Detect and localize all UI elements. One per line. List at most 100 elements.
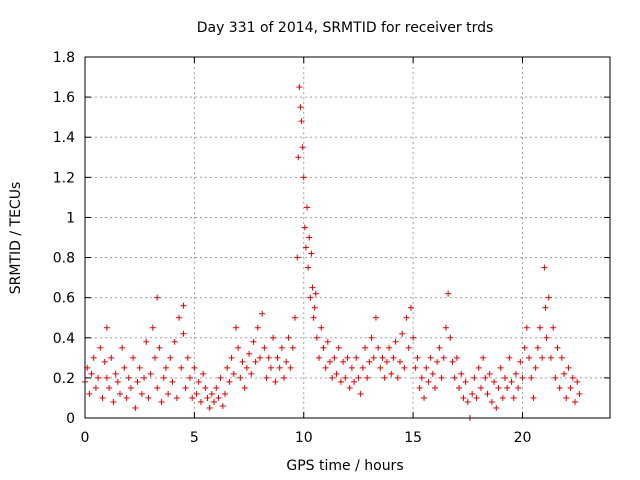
data-point [171,338,178,345]
data-point [224,364,231,371]
data-point [491,378,498,385]
data-point [254,324,261,331]
data-point [526,354,533,361]
data-point [434,358,441,365]
data-point [561,370,568,377]
data-point [342,374,349,381]
data-point [484,390,491,397]
data-point [195,378,202,385]
data-point [572,398,578,405]
data-point [337,378,344,385]
data-point [145,394,152,401]
data-point [86,390,93,397]
data-point [482,374,489,381]
data-point [112,370,119,377]
data-point [202,384,209,391]
data-point [121,364,128,371]
data-point [285,334,292,341]
data-point [344,354,351,361]
chart-title: Day 331 of 2014, SRMTID for receiver trd… [197,20,494,36]
data-point [346,384,353,391]
data-point [265,354,272,361]
data-point [558,354,565,361]
data-point [308,250,315,257]
data-point [178,364,185,371]
data-point [359,364,366,371]
data-point [530,394,537,401]
data-point [156,344,163,351]
data-point [193,390,200,397]
data-point [311,304,318,311]
data-point [299,144,306,151]
data-point [552,374,559,381]
data-point [569,374,576,381]
data-point [327,358,333,365]
data-point [287,364,294,371]
data-point [399,330,406,337]
data-point [456,384,463,391]
data-point [313,334,320,341]
data-point [438,374,445,381]
data-point [412,364,419,371]
data-point [353,354,360,361]
data-point [410,334,417,341]
data-point [473,394,480,401]
data-point [405,344,412,351]
y-tick-label: 1.8 [53,50,75,66]
data-point [292,314,298,321]
data-point [132,404,139,411]
data-point [475,364,482,371]
data-point [123,394,130,401]
data-point [499,394,506,401]
data-point [392,338,399,345]
data-point [418,374,425,381]
data-point [306,234,313,241]
data-point [324,338,331,345]
data-point [423,364,430,371]
data-point [477,384,484,391]
data-point [101,358,108,365]
data-point [110,398,117,405]
data-point [213,384,220,391]
data-point [228,354,235,361]
data-point [301,224,308,231]
data-point [563,394,570,401]
data-point [184,354,191,361]
data-point [138,390,145,397]
data-point [300,174,307,181]
data-point [147,370,154,377]
data-point [263,374,270,381]
data-point [298,118,305,125]
data-point [333,370,340,377]
data-point [152,354,158,361]
data-point [576,390,583,397]
data-point [310,314,317,321]
data-point [252,358,259,365]
data-point [322,364,329,371]
plot-frame [84,56,611,419]
data-point [125,374,132,381]
y-tick-label: 1.6 [53,90,75,106]
data-point [232,324,239,331]
data-point [95,374,102,381]
data-point [200,370,207,377]
data-point [191,364,198,371]
data-point [497,364,504,371]
y-tick-label: 1.2 [53,170,75,186]
data-point [329,374,336,381]
data-point [143,338,150,345]
data-point [383,358,390,365]
data-point [340,358,347,365]
data-point [379,354,386,361]
data-point [103,374,110,381]
data-point [488,398,495,405]
data-point [294,254,301,261]
data-point [274,354,281,361]
data-point [547,354,554,361]
data-point [289,344,296,351]
data-point [211,398,218,405]
data-point [259,310,266,317]
data-point [429,370,436,377]
data-point [134,378,141,385]
